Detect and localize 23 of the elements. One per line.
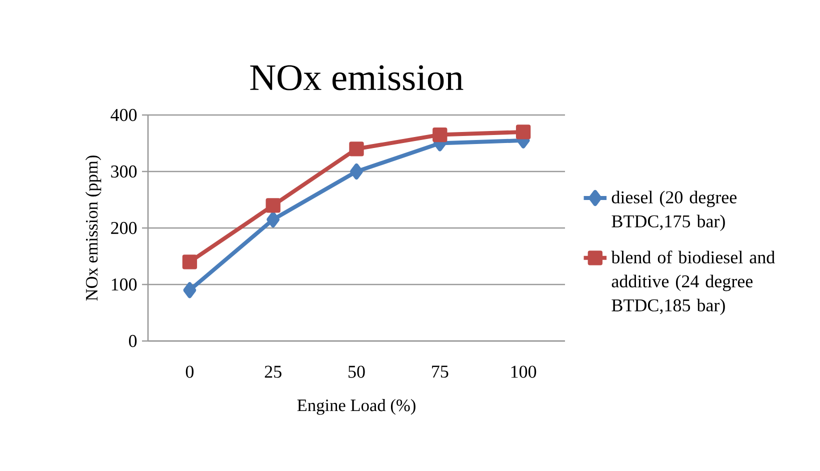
point	[432, 127, 448, 142]
point	[350, 164, 363, 180]
y-tick-label: 300	[111, 165, 137, 178]
legend-label: diesel (20 degree BTDC,175 bar)	[612, 190, 737, 232]
x-tick-label: 50	[348, 366, 365, 378]
point	[182, 254, 198, 270]
point	[183, 282, 196, 298]
point	[266, 212, 280, 228]
y-tick-label: 0	[128, 334, 137, 348]
point	[516, 124, 531, 140]
x-tick-label: 0	[186, 366, 194, 378]
y-tick-label: 200	[111, 222, 137, 234]
x-axis-title: Engine Load (%)	[297, 399, 416, 415]
legend-label: blend of biodiesel and additive (24 degree BTDC,185 bar)	[611, 250, 775, 316]
y-tick-label: 100	[112, 278, 137, 291]
x-tick-label: 75	[432, 366, 448, 378]
x-tick-label: 100	[511, 366, 536, 378]
point	[349, 142, 364, 156]
y-tick-label: 400	[110, 108, 137, 122]
y-axis-title: NOx emission (ppm)	[85, 156, 102, 301]
x-tick-label: 25	[264, 366, 282, 378]
chart-title: NOx emission	[250, 65, 464, 90]
point	[266, 198, 280, 213]
